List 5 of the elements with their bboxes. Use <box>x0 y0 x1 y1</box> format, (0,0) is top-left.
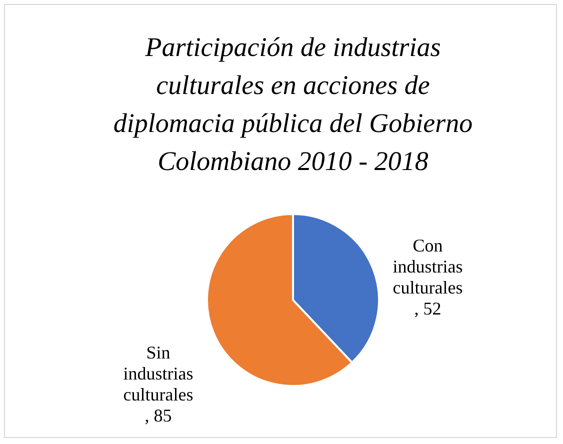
chart-title: Participación de industrias culturales en acciones de diplomacia pública del Gobierno Colombiano 2010 - 2018 <box>113 32 473 176</box>
slice-label: Con industrias culturales <box>392 235 463 298</box>
slice-label: Sin industrias culturales <box>123 342 194 405</box>
data-label: , 85 <box>144 406 172 426</box>
data-label: , 52 <box>414 298 442 318</box>
